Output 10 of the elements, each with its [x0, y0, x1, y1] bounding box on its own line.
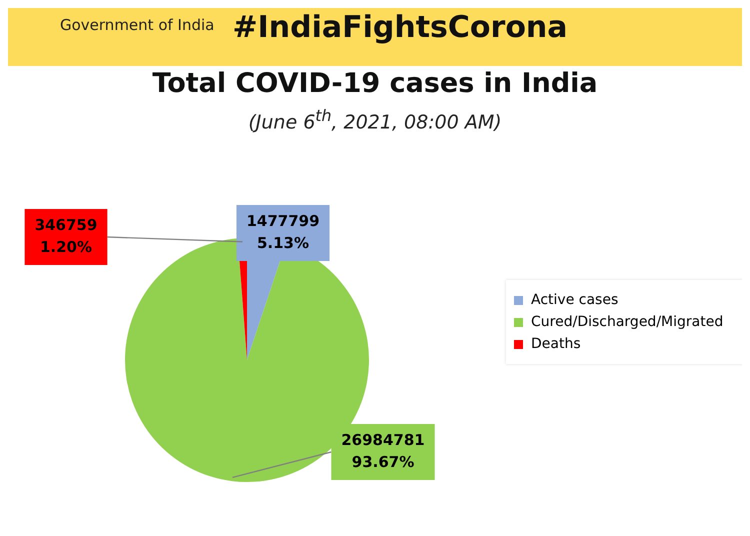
text: Government of India — [60, 16, 214, 34]
legend-label: Cured/Discharged/Migrated — [531, 314, 724, 330]
data-label: 346759 1.20% — [34, 216, 98, 256]
chart-subtitle: (June 6$^{th}$, 2021, 08:00 AM) — [247, 106, 503, 134]
chart-title: Total COVID-19 cases in India — [151, 68, 599, 99]
text: #IndiaFightsCorona — [232, 10, 568, 45]
legend-label: Active cases — [531, 292, 618, 308]
data-label: 26984781 93.67% — [341, 430, 425, 471]
data-label: 1477799 5.13% — [246, 212, 320, 252]
legend-label: Deaths — [531, 336, 581, 352]
